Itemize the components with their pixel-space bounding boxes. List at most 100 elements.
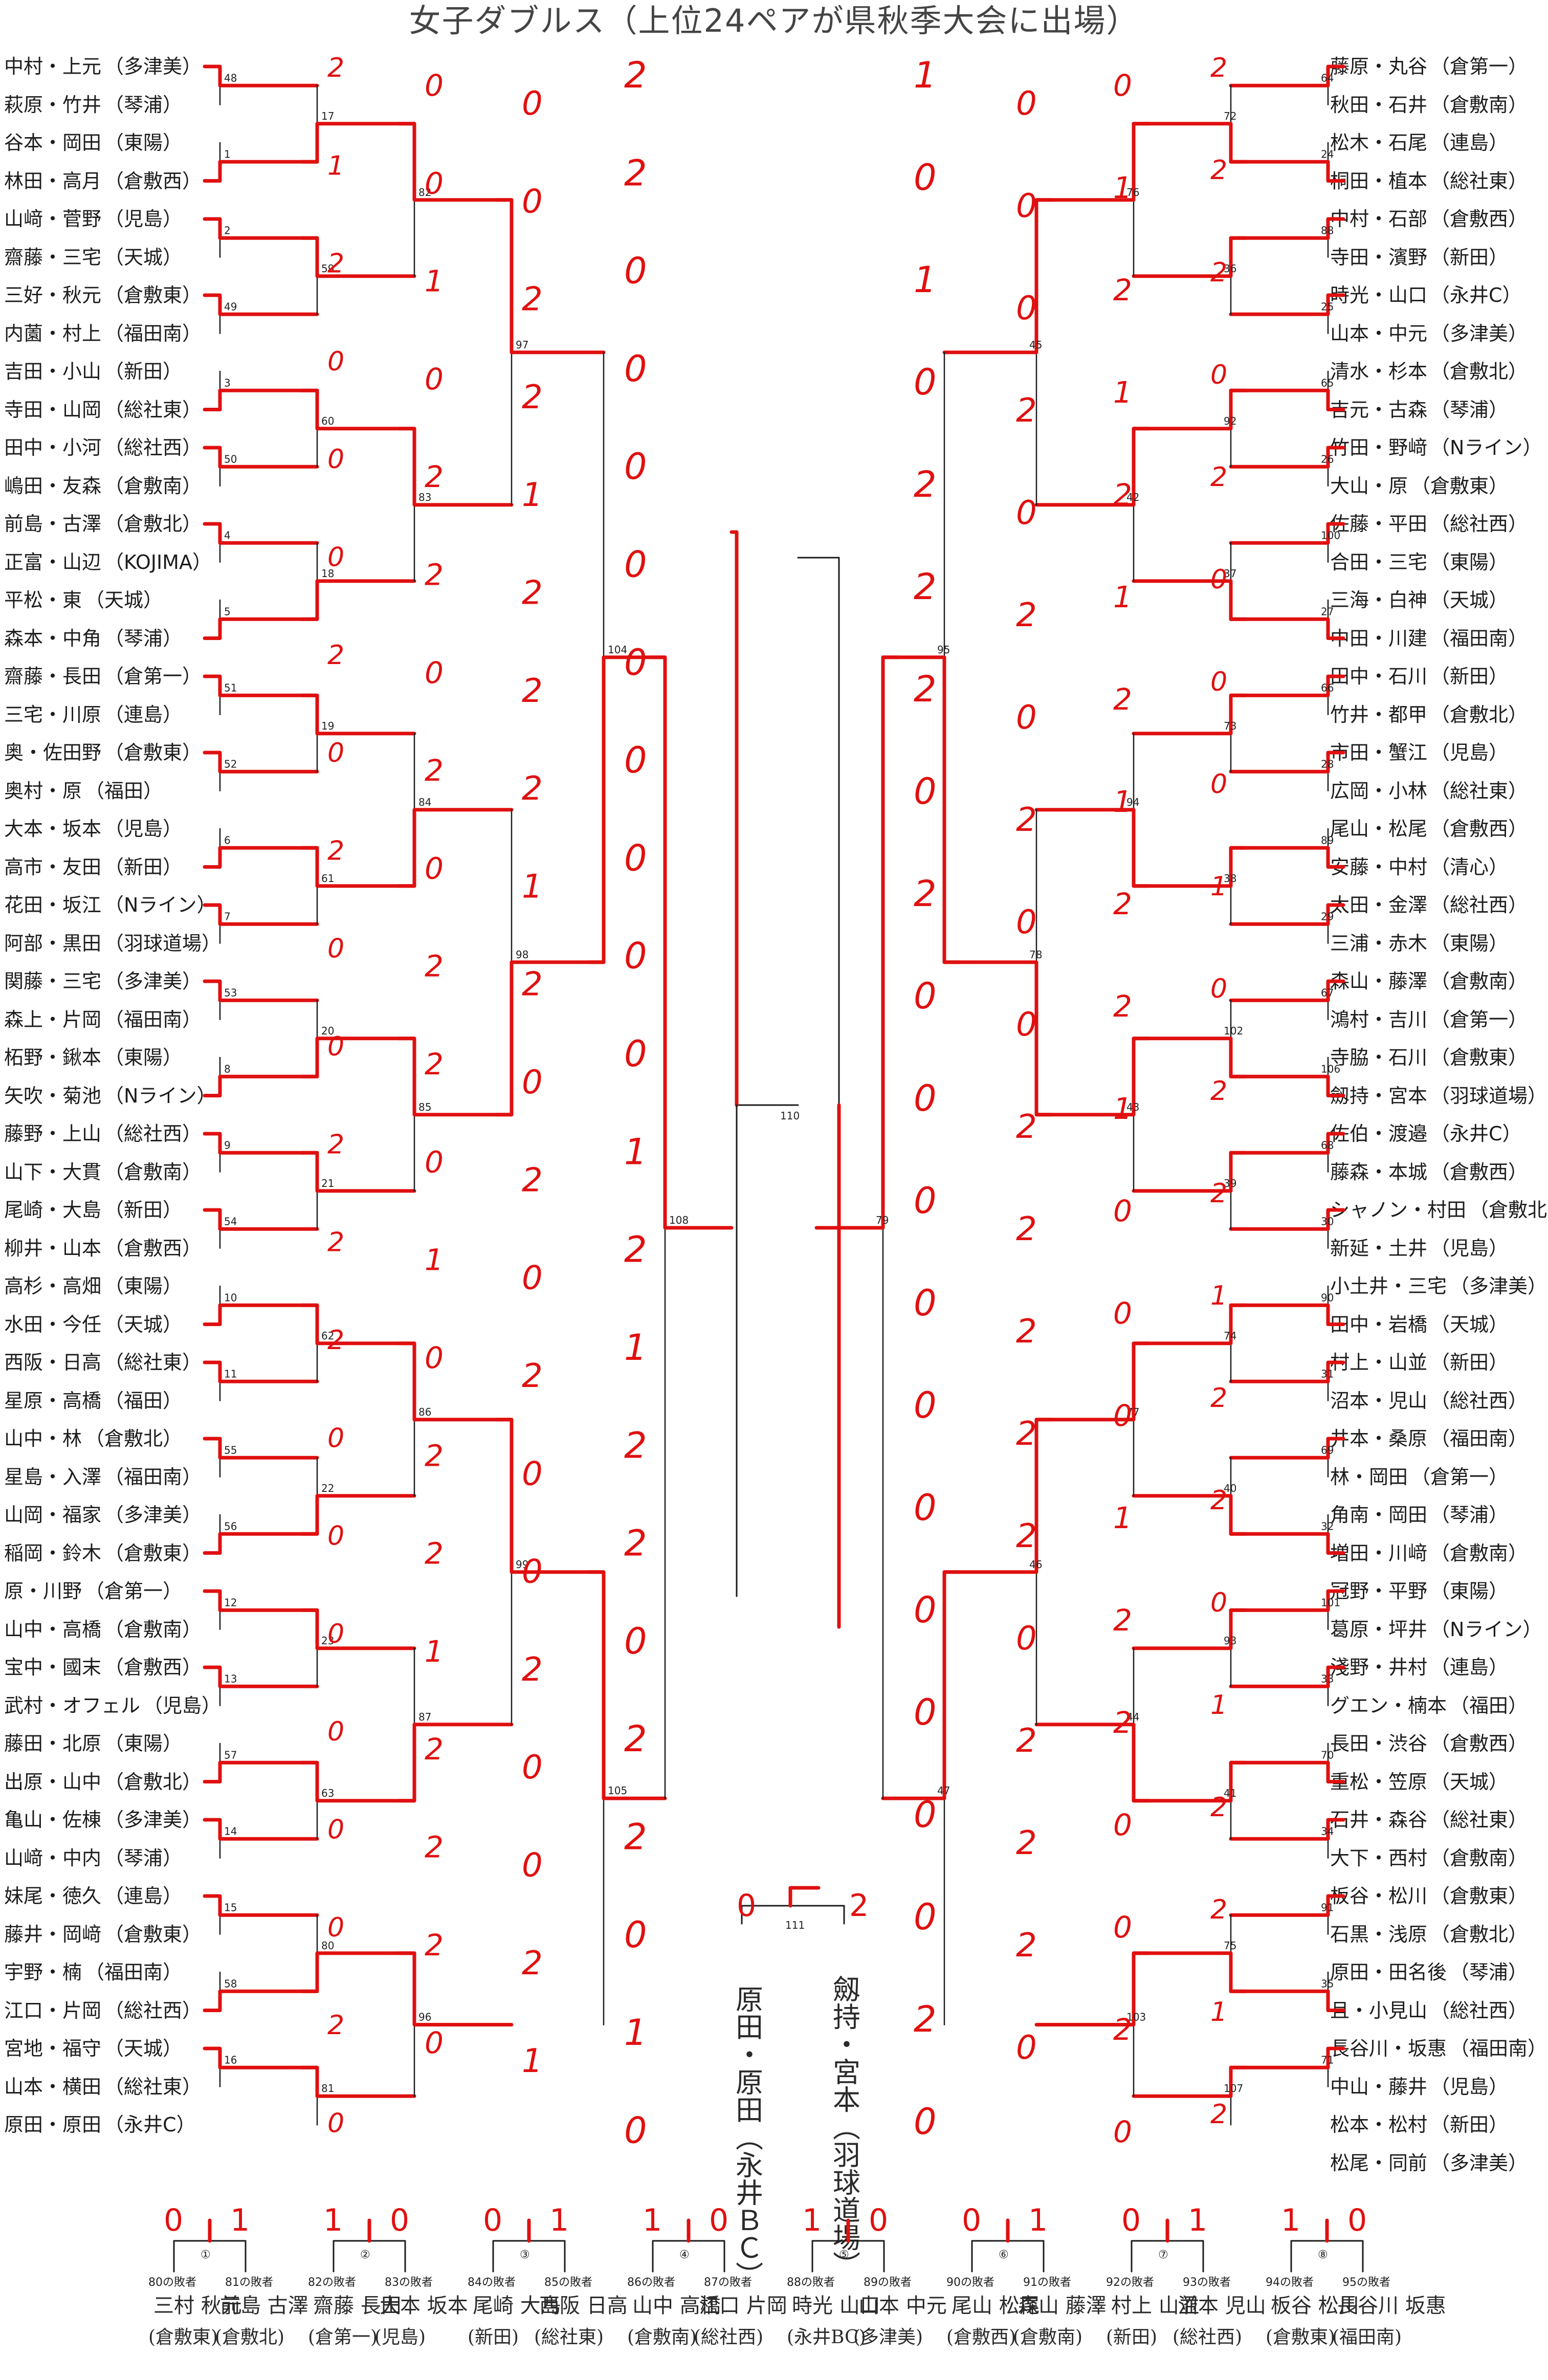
team-name: 平松・東 — [4, 589, 82, 611]
match-number: 55 — [224, 1444, 237, 1456]
school-name: （倉敷南） — [104, 1618, 202, 1641]
school-name: （琴浦） — [1450, 1961, 1528, 1984]
consolation-left-score: 1 — [643, 2202, 662, 2238]
score-digit: 2 — [327, 1325, 344, 1356]
school-name: （総社西） — [104, 1999, 202, 2022]
team-name: 星原・高橋 — [4, 1389, 102, 1412]
score-digit: 2 — [1016, 1415, 1037, 1453]
school-name: （児島） — [1430, 2075, 1509, 2098]
match-number: 70 — [1321, 1749, 1334, 1761]
school-name: （KOJIMA） — [104, 550, 212, 574]
team-name: 清水・杉本 — [1330, 360, 1428, 383]
team-name: 矢吹・菊池 — [4, 1084, 102, 1107]
team-name: 花田・坂江 — [4, 894, 102, 916]
team-name: 山﨑・菅野 — [4, 208, 102, 230]
consolation-left-name: 板谷 松川 — [1271, 2294, 1359, 2318]
final-right-name: 劔持・宮本（羽球道場） — [828, 1975, 860, 2279]
match-number: 9 — [224, 1139, 231, 1151]
winner-path — [1229, 1132, 1345, 1155]
score-digit: 0 — [914, 1487, 937, 1529]
score-digit: 1 — [1210, 1690, 1227, 1721]
match-number: 3 — [224, 377, 231, 389]
school-name: （羽球道場） — [1430, 1084, 1547, 1107]
winner-path — [1034, 1951, 1151, 2026]
consolation-left-score: 0 — [962, 2202, 981, 2238]
match-number: 4 — [224, 529, 231, 541]
consolation-right-name: 山本 中元 — [858, 2294, 947, 2318]
team-name: 松本・松村 — [1330, 2113, 1428, 2136]
school-name: （琴浦） — [104, 1846, 183, 1869]
score-digit: 0 — [624, 1914, 647, 1956]
score-digit: 2 — [425, 1536, 444, 1571]
winner-path — [586, 1570, 667, 1800]
match-number: 69 — [1321, 1444, 1334, 1456]
score-digit: 0 — [1016, 699, 1037, 737]
match-number: 91 — [1321, 1901, 1334, 1913]
match-number: 75 — [1224, 1940, 1236, 1952]
score-digit: 0 — [914, 1896, 937, 1938]
team-name: 山下・大貫 — [4, 1160, 102, 1183]
match-number: 100 — [1321, 529, 1340, 541]
school-name: （天城） — [1430, 1770, 1509, 1793]
left-entry: 山﨑・中内 （琴浦） — [4, 1846, 224, 1870]
team-name: 板谷・松川 — [1330, 1885, 1428, 1907]
match-number: 87 — [418, 1711, 431, 1723]
consolation-number: ④ — [679, 2249, 690, 2261]
team-name: 田中・岩橋 — [1330, 1313, 1428, 1336]
team-name: 山﨑・中内 — [4, 1846, 102, 1869]
team-name: 市田・蟹江 — [1330, 741, 1428, 764]
score-digit: 2 — [1016, 1824, 1037, 1862]
school-name: （総社西） — [104, 1122, 202, 1145]
winner-path — [203, 388, 319, 411]
winner-path — [300, 1303, 416, 1346]
winner-path — [397, 122, 514, 202]
team-name: 三海・白神 — [1330, 589, 1428, 611]
match-number: 103 — [1126, 2011, 1146, 2023]
score-digit: 0 — [327, 1716, 344, 1747]
score-digit: 2 — [1113, 682, 1132, 717]
left-entry: 妹尾・徳久 （連島） — [4, 1884, 224, 1908]
left-entry: 正富・山辺 （KOJIMA） — [4, 550, 224, 574]
school-name: （児島） — [104, 208, 183, 230]
score-digit: 0 — [327, 1619, 344, 1649]
match-number: 5 — [224, 605, 231, 618]
consolation-right-label: 95の敗者 — [1342, 2276, 1390, 2289]
winner-path — [1229, 1303, 1345, 1326]
match-number: 37 — [1224, 567, 1236, 580]
team-name: 吉元・古森 — [1330, 398, 1428, 421]
score-digit: 2 — [327, 2010, 344, 2041]
winner-path — [203, 903, 319, 926]
team-name: 内薗・村上 — [4, 322, 102, 345]
team-name: 寺脇・石川 — [1330, 1046, 1428, 1069]
consolation-left-label: 84の敗者 — [468, 2276, 516, 2289]
team-name: 吉田・小山 — [4, 360, 102, 383]
team-name: 増田・川﨑 — [1330, 1541, 1428, 1564]
left-entry: 藤田・北原 （東陽） — [4, 1732, 224, 1755]
consolation-left-name: 山中 高橋 — [632, 2294, 721, 2318]
consolation-left-school: (新田) — [1106, 2327, 1157, 2348]
right-entry: 林・岡田 （倉第一） — [1330, 1465, 1545, 1489]
right-entry: 藤森・本城 （倉敷西） — [1330, 1160, 1545, 1184]
school-name: （新田） — [1430, 2113, 1509, 2136]
right-entry: 石黒・浅原 （倉敷北） — [1330, 1923, 1545, 1946]
score-digit: 0 — [522, 1749, 543, 1787]
winner-path — [1229, 1665, 1345, 1688]
score-digit: 0 — [327, 1031, 344, 1062]
left-entry: 林田・高月 （倉敷西） — [4, 169, 224, 193]
right-entry: 竹井・都甲 （倉敷北） — [1330, 703, 1545, 726]
left-entry: 柘野・鍬本 （東陽） — [4, 1046, 224, 1069]
school-name: （倉敷南） — [1430, 1846, 1528, 1869]
right-entry: 淺野・井村 （連島） — [1330, 1656, 1545, 1679]
team-name: 武村・オフェル — [4, 1694, 141, 1717]
score-digit: 2 — [624, 1424, 647, 1466]
winner-path — [1229, 846, 1345, 869]
left-entry: 萩原・竹井 （琴浦） — [4, 93, 224, 117]
score-digit: 0 — [1016, 494, 1037, 532]
left-entry: 出原・山中 （倉敷北） — [4, 1770, 224, 1794]
match-number: 41 — [1224, 1787, 1236, 1799]
team-name: 林・岡田 — [1330, 1465, 1408, 1488]
consolation-number: ⑤ — [839, 2249, 849, 2261]
winner-path — [203, 446, 319, 469]
winner-path — [494, 198, 606, 355]
right-entry: 尾山・松尾 （倉敷西） — [1330, 817, 1545, 841]
